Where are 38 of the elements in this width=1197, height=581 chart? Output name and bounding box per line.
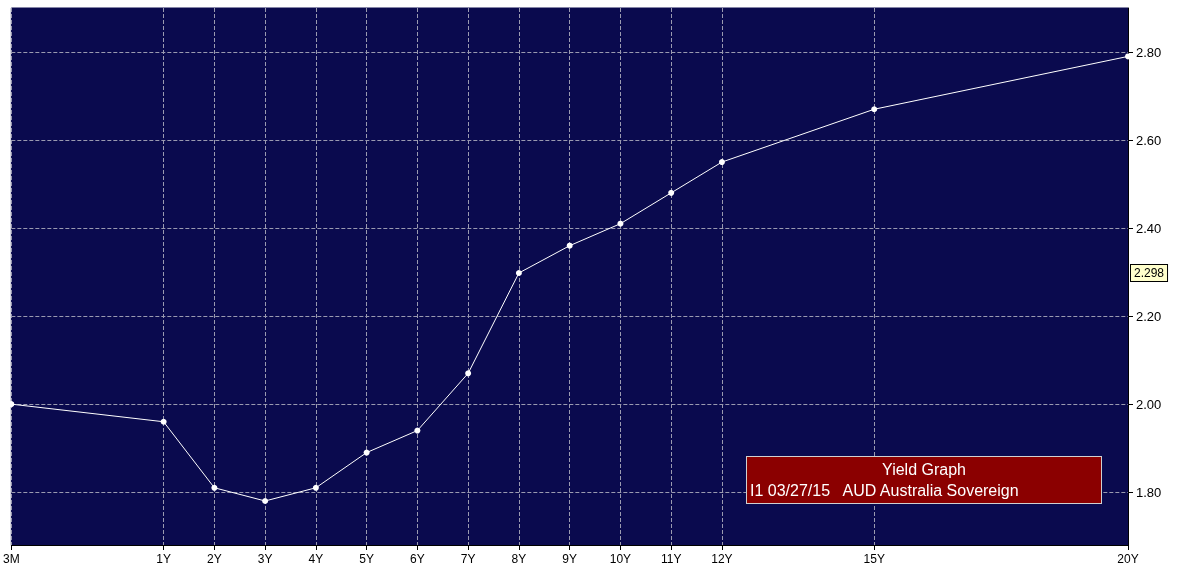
- annotation: I1 03/27/15 AUD Australia Sovereign: [750, 481, 1020, 501]
- x-tick-label: 2Y: [207, 552, 222, 566]
- y-tick-label: 1.80: [1136, 484, 1162, 500]
- point: [617, 220, 624, 227]
- x-tick-label: 11Y: [660, 552, 682, 566]
- annotation: Yield Graph: [881, 460, 967, 480]
- y-tick-label: 2.00: [1136, 396, 1162, 412]
- x-tick-label: 9Y: [562, 552, 578, 566]
- x-tick-label: 3Y: [257, 552, 273, 566]
- point: [211, 484, 218, 491]
- point: [718, 159, 725, 166]
- point: [312, 484, 319, 491]
- point: [515, 269, 522, 276]
- annotation: 2.298: [1134, 265, 1165, 280]
- point: [363, 449, 370, 456]
- point: [566, 242, 573, 249]
- x-tick-label: 4Y: [308, 552, 324, 566]
- x-tick-label: 3M: [3, 552, 20, 566]
- point: [871, 106, 878, 113]
- y-tick-label: 2.40: [1136, 220, 1162, 236]
- x-tick-label: 20Y: [1117, 552, 1139, 566]
- x-tick-label: 7Y: [460, 552, 476, 566]
- x-tick-label: 10Y: [609, 552, 632, 566]
- point: [668, 189, 675, 196]
- x-tick-label: 1Y: [156, 552, 171, 566]
- y-tick-label: 2.60: [1136, 132, 1162, 148]
- point: [262, 497, 269, 504]
- point: [160, 418, 167, 425]
- y-tick-label: 2.80: [1136, 44, 1162, 60]
- x-tick-label: 6Y: [410, 552, 425, 566]
- caption-box: Yield Graph I1 03/27/15 AUD Australia Sovereign: [746, 456, 1102, 504]
- y-tick-label: 2.20: [1136, 308, 1162, 324]
- x-tick-label: 12Y: [711, 552, 733, 566]
- x-tick-label: 5Y: [359, 552, 374, 566]
- point: [465, 370, 472, 377]
- point: [414, 427, 421, 434]
- x-tick-label: 15Y: [863, 552, 885, 566]
- x-tick-label: 8Y: [511, 552, 527, 566]
